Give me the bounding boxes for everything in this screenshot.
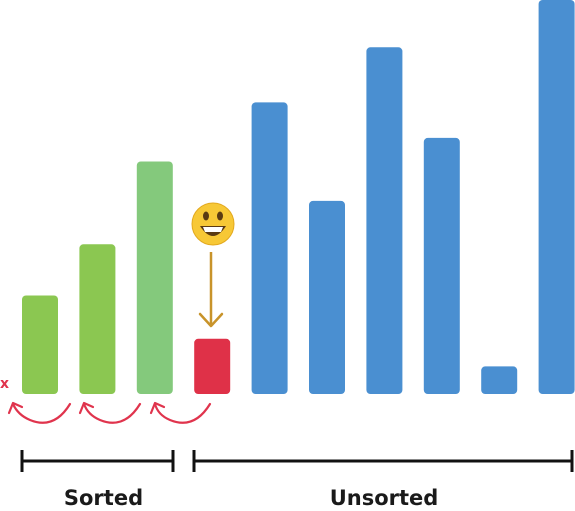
bar-unsorted bbox=[538, 0, 575, 394]
cross-mark: x bbox=[0, 376, 10, 392]
bar-unsorted bbox=[251, 102, 288, 395]
bar-sorted bbox=[136, 161, 173, 394]
bar-sorted bbox=[79, 244, 116, 394]
swap-arrows bbox=[7, 401, 212, 424]
bar-current bbox=[194, 338, 231, 394]
sorted-label: Sorted bbox=[63, 486, 144, 510]
swap-arrow bbox=[7, 401, 72, 424]
bar-unsorted bbox=[423, 137, 460, 394]
bar-sorted bbox=[22, 295, 58, 394]
bar-unsorted bbox=[481, 366, 518, 394]
unsorted-label: Unsorted bbox=[329, 486, 439, 510]
grinning-face-icon bbox=[191, 202, 235, 246]
down-arrow-icon bbox=[198, 252, 224, 328]
bar-unsorted bbox=[309, 200, 345, 394]
swap-arrow bbox=[149, 401, 212, 424]
bars-layer bbox=[22, 0, 575, 395]
swap-arrow bbox=[78, 401, 142, 424]
unsorted-bracket bbox=[192, 450, 574, 472]
sorted-bracket bbox=[20, 450, 175, 472]
bar-unsorted bbox=[366, 47, 403, 395]
